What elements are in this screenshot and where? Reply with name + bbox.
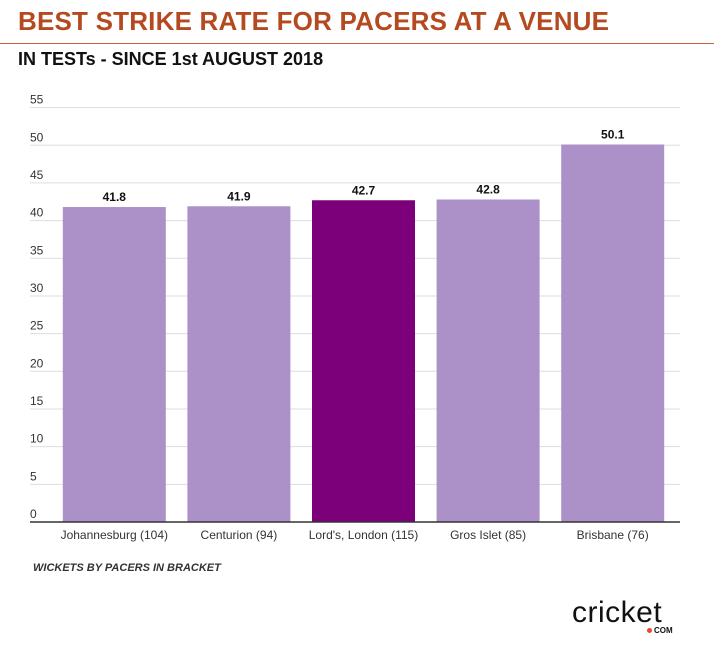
y-tick-label: 5: [30, 469, 37, 483]
chart-footnote: WICKETS BY PACERS IN BRACKET: [33, 562, 221, 574]
y-tick-label: 20: [30, 356, 44, 370]
y-tick-label: 50: [30, 130, 44, 144]
y-tick-label: 40: [30, 206, 44, 220]
logo-dot-icon: [647, 628, 652, 633]
bar-chart: 0 5 10 15 20 25 30 35 40 45 50 55 41.8 Johannesburg (…: [30, 93, 680, 542]
y-tick-label: 0: [30, 507, 37, 521]
bar: [312, 200, 415, 522]
data-label: 41.9: [227, 189, 251, 203]
y-tick-label: 25: [30, 319, 44, 333]
bar: [561, 144, 665, 522]
cricket-com-logo: cricket COM: [572, 598, 690, 638]
y-tick-label: 10: [30, 432, 44, 446]
chart-subtitle: IN TESTs - SINCE 1st AUGUST 2018: [18, 49, 324, 69]
bar: [62, 207, 166, 523]
data-label: 41.8: [103, 190, 127, 204]
data-label: 42.7: [352, 183, 376, 197]
logo-suffix: COM: [654, 626, 673, 635]
x-tick-label: Johannesburg (104): [61, 528, 168, 542]
title-divider: [0, 43, 714, 44]
x-tick-label: Lord's, London (115): [309, 528, 418, 542]
data-label: 50.1: [601, 127, 625, 141]
y-tick-label: 35: [30, 243, 44, 257]
data-label: 42.8: [476, 183, 500, 197]
logo-wordmark: cricket: [572, 596, 663, 629]
y-tick-label: 15: [30, 394, 44, 408]
bar: [187, 206, 291, 522]
x-tick-label: Gros Islet (85): [450, 528, 526, 542]
y-tick-label: 45: [30, 168, 44, 182]
x-tick-label: Brisbane (76): [577, 528, 649, 542]
chart-title: BEST STRIKE RATE FOR PACERS AT A VENUE: [18, 6, 610, 36]
bar: [436, 199, 540, 522]
y-tick-label: 30: [30, 281, 44, 295]
x-tick-label: Centurion (94): [201, 528, 278, 542]
y-tick-label: 55: [30, 93, 44, 107]
